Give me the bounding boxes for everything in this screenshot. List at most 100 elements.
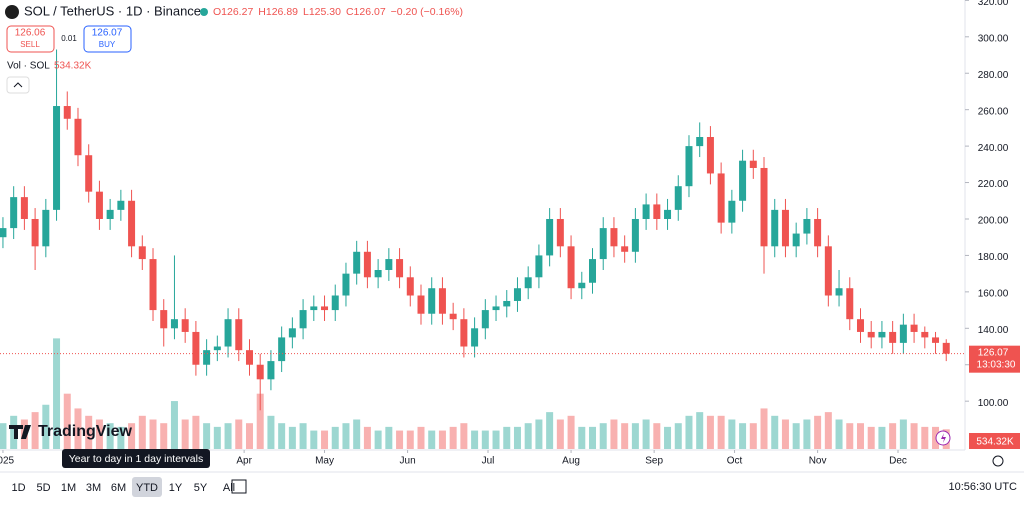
volume-bar — [492, 430, 500, 449]
market-status — [200, 8, 208, 16]
timeframe-button[interactable]: 1D — [11, 482, 25, 494]
candle-body — [867, 331, 875, 338]
candle-body — [406, 277, 414, 296]
candle-body — [471, 328, 479, 347]
candle-body — [910, 324, 918, 332]
timeframe-button[interactable]: YTD — [136, 482, 158, 494]
volume-bar — [621, 423, 629, 449]
candle-body — [653, 204, 661, 219]
candle-body — [192, 331, 200, 365]
timeframe-button[interactable]: 3M — [86, 482, 101, 494]
timeframe-button[interactable]: 5Y — [194, 482, 208, 494]
ohlc-value: C126.07 — [346, 6, 386, 18]
candle-body — [149, 259, 157, 311]
volume-bar — [856, 423, 864, 449]
volume-bar — [599, 423, 607, 449]
candle-body — [642, 204, 650, 219]
tooltip-text: Year to day in 1 day intervals — [69, 453, 203, 465]
volume-bar — [374, 430, 382, 449]
timeframe-button[interactable]: 5D — [36, 482, 50, 494]
candle-body — [310, 306, 318, 311]
candle-body — [728, 200, 736, 223]
candle-body — [889, 331, 897, 343]
candle-body — [899, 324, 907, 343]
volume-bar — [481, 430, 489, 449]
volume-bar — [449, 426, 457, 449]
candle-body — [20, 197, 28, 219]
logo — [9, 425, 31, 439]
candle-body — [664, 209, 672, 219]
plot-area — [0, 49, 965, 449]
timeframe-button[interactable]: 1M — [61, 482, 76, 494]
candle-body — [460, 319, 468, 347]
volume-bar — [889, 423, 897, 449]
volume-bar — [106, 423, 114, 449]
candle-body — [760, 167, 768, 247]
volume-bar — [181, 419, 189, 449]
candle-body — [235, 319, 243, 351]
volume-bar — [717, 415, 725, 449]
ohlc-legend: O126.27 H126.89 L125.30 C126.07 −0.20 (−0.16… — [213, 6, 463, 18]
candle-body — [513, 288, 521, 301]
volume-bar — [0, 423, 7, 449]
volume-bar — [203, 423, 211, 449]
candle-body — [846, 288, 854, 320]
volume-bar — [224, 423, 232, 449]
candle-body — [353, 251, 361, 274]
candle-body — [814, 218, 822, 247]
volume-bar — [53, 338, 61, 449]
date-range-icon[interactable] — [231, 479, 247, 494]
volume-bar — [706, 415, 714, 449]
timeframe-button[interactable]: All — [223, 482, 235, 494]
candle-body — [535, 255, 543, 278]
candle-body — [396, 259, 404, 278]
tooltip-box — [62, 449, 210, 468]
buy-button[interactable] — [83, 25, 132, 53]
symbol-icon — [5, 5, 19, 19]
candle-body — [824, 246, 832, 296]
settings-icon[interactable] — [992, 455, 1004, 467]
y-tick-label: 280.00 — [978, 70, 1009, 81]
x-tick-label: Jun — [400, 456, 416, 467]
volume-bar — [824, 412, 832, 449]
volume-bar — [288, 426, 296, 449]
volume-bar — [921, 426, 929, 449]
candle-body — [299, 310, 307, 329]
y-tick-label: 240.00 — [978, 143, 1009, 154]
x-tick-label: Jul — [482, 456, 495, 467]
candle-body — [85, 155, 93, 192]
sell-button[interactable] — [6, 25, 55, 53]
volume-bar — [867, 426, 875, 449]
collapse-button[interactable] — [6, 76, 30, 94]
candle-body — [374, 270, 382, 278]
volume-bar — [10, 415, 18, 449]
candle-body — [792, 233, 800, 247]
volume-bar — [567, 415, 575, 449]
x-tick-label: Sep — [645, 456, 663, 467]
volume-bar — [310, 430, 318, 449]
timeframe-button[interactable]: 6M — [111, 482, 126, 494]
candle-body — [932, 337, 940, 343]
volume-bar — [535, 419, 543, 449]
candle-body — [342, 273, 350, 296]
volume-bar — [385, 426, 393, 449]
volume-bar — [95, 419, 103, 449]
volume-bar — [642, 419, 650, 449]
candle-body — [331, 295, 339, 311]
y-tick-label: 260.00 — [978, 106, 1009, 117]
candle-body — [674, 186, 682, 210]
volume-value: 534.32K — [54, 61, 92, 72]
timeframe-button[interactable]: 1Y — [169, 482, 183, 494]
candle-body — [10, 197, 18, 229]
buy-price: 126.07 — [92, 28, 123, 39]
volume-bar — [674, 423, 682, 449]
candle-body — [621, 246, 629, 252]
candle-body — [278, 337, 286, 362]
volume-bar — [910, 423, 918, 449]
ohlc-value: H126.89 — [258, 6, 298, 18]
candle-body — [428, 288, 436, 314]
timeframes: 1D 5D 1M 3M 6M YTD 1Y 5Y All — [11, 477, 235, 497]
volume-bar — [471, 430, 479, 449]
volume-bar — [406, 430, 414, 449]
y-tick-label: 220.00 — [978, 179, 1009, 190]
